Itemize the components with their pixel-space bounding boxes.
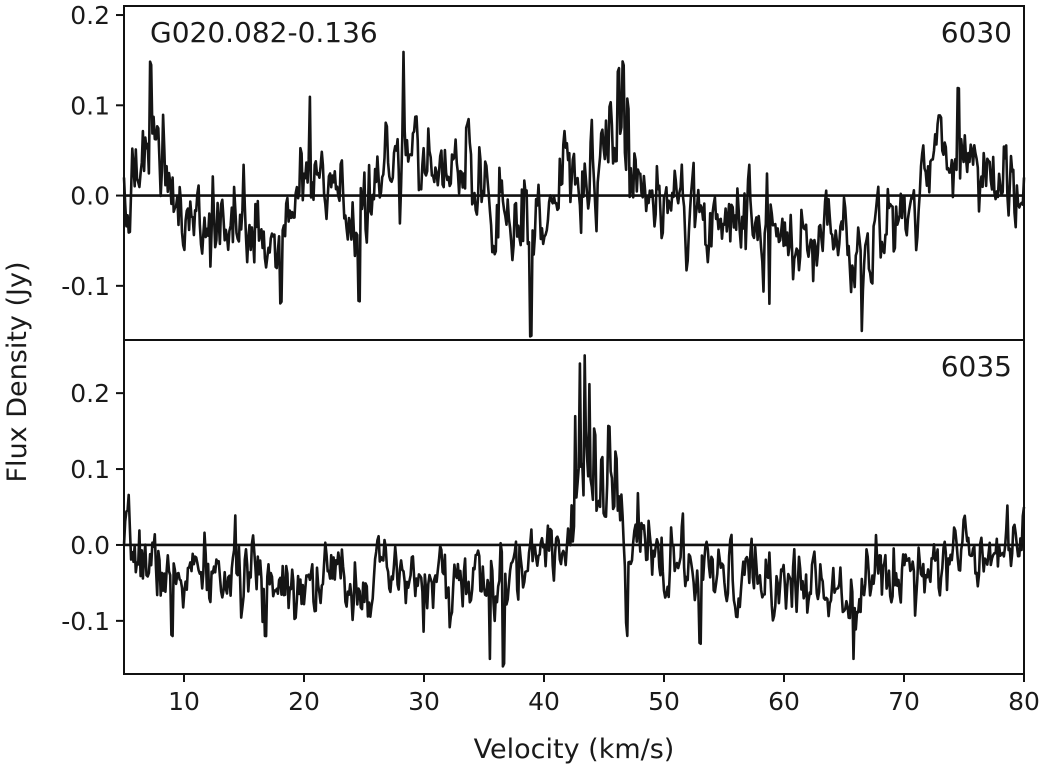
bot-y-tick-label: 0.0	[70, 531, 110, 560]
x-tick-label: 70	[888, 687, 920, 716]
bottom-spectrum-trace	[122, 354, 1026, 668]
bot-y-tick-label: 0.2	[70, 379, 110, 408]
bottom-frequency-label: 6035	[941, 350, 1012, 383]
bottom-plot-frame	[123, 339, 1025, 675]
top-y-tick-label: 0.1	[70, 91, 110, 120]
top-spectrum-line	[122, 50, 1026, 338]
x-axis-label: Velocity (km/s)	[474, 734, 675, 765]
bot-y-tick-label: -0.1	[61, 607, 110, 636]
bottom-panel: -0.1 0.0 0.1 0.2 10 20 30 40 50 60 70 80 6035	[61, 339, 1040, 716]
top-frequency-label: 6030	[941, 16, 1012, 49]
x-tick-label: 50	[648, 687, 680, 716]
top-y-ticks: -0.1 0.0 0.1 0.2	[61, 1, 124, 301]
bot-y-tick-label: 0.1	[70, 455, 110, 484]
x-tick-label: 30	[408, 687, 440, 716]
x-tick-label: 60	[768, 687, 800, 716]
source-name-label: G020.082-0.136	[150, 16, 378, 49]
x-tick-label: 40	[528, 687, 560, 716]
bottom-y-ticks: -0.1 0.0 0.1 0.2	[61, 379, 124, 636]
y-axis-label: Flux Density (Jy)	[2, 262, 33, 483]
x-ticks: 10 20 30 40 50 60 70 80	[168, 674, 1040, 716]
x-tick-label: 10	[168, 687, 200, 716]
top-y-tick-label: 0.2	[70, 1, 110, 30]
top-spectrum-trace	[122, 50, 1026, 338]
bot-spectrum-line	[122, 354, 1026, 668]
top-y-tick-label: -0.1	[61, 272, 110, 301]
top-y-tick-label: 0.0	[70, 182, 110, 211]
x-tick-label: 80	[1008, 687, 1040, 716]
x-tick-label: 20	[288, 687, 320, 716]
top-panel: -0.1 0.0 0.1 0.2 G020.082-0.136 6030	[61, 1, 1026, 341]
